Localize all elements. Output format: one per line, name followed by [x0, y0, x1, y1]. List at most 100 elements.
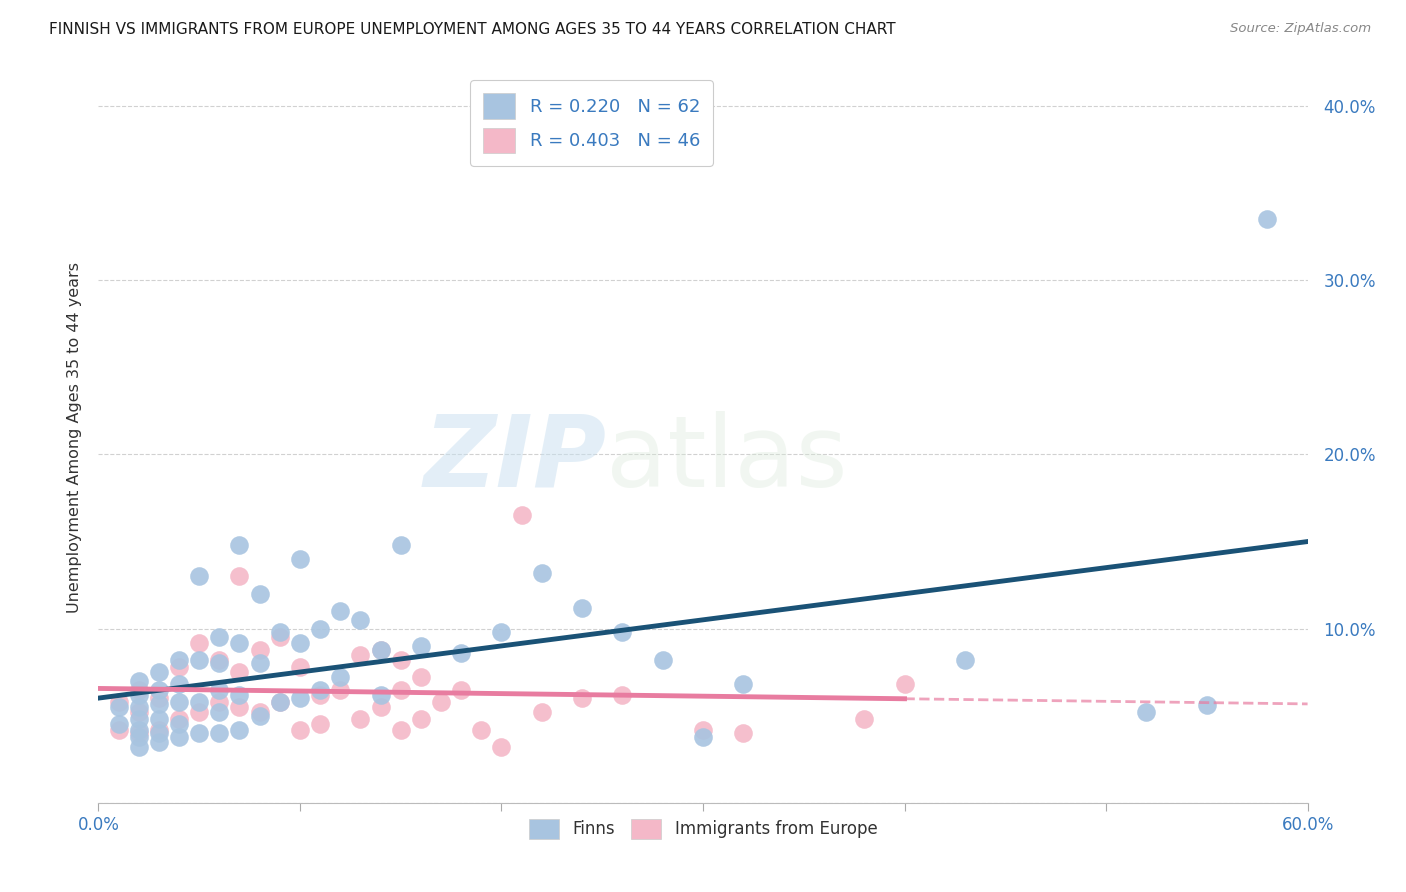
- Point: [510, 508, 533, 523]
- Point: [148, 697, 170, 711]
- Point: [167, 730, 190, 744]
- Point: [692, 723, 714, 737]
- Point: [228, 700, 250, 714]
- Point: [530, 566, 553, 580]
- Point: [409, 670, 432, 684]
- Point: [309, 622, 332, 636]
- Point: [409, 639, 432, 653]
- Point: [148, 665, 170, 680]
- Point: [288, 723, 311, 737]
- Point: [228, 569, 250, 583]
- Point: [208, 726, 231, 740]
- Point: [733, 677, 755, 691]
- Point: [389, 723, 412, 737]
- Text: FINNISH VS IMMIGRANTS FROM EUROPE UNEMPLOYMENT AMONG AGES 35 TO 44 YEARS CORRELA: FINNISH VS IMMIGRANTS FROM EUROPE UNEMPL…: [49, 22, 896, 37]
- Point: [107, 723, 129, 737]
- Point: [269, 625, 291, 640]
- Point: [188, 705, 211, 719]
- Point: [128, 723, 150, 737]
- Point: [148, 723, 170, 737]
- Point: [269, 695, 291, 709]
- Point: [167, 717, 190, 731]
- Point: [228, 635, 250, 649]
- Text: ZIP: ZIP: [423, 410, 606, 508]
- Point: [370, 642, 392, 657]
- Point: [309, 688, 332, 702]
- Point: [269, 631, 291, 645]
- Point: [733, 726, 755, 740]
- Point: [409, 712, 432, 726]
- Y-axis label: Unemployment Among Ages 35 to 44 years: Unemployment Among Ages 35 to 44 years: [66, 261, 82, 613]
- Point: [349, 712, 371, 726]
- Point: [470, 723, 492, 737]
- Point: [208, 705, 231, 719]
- Point: [148, 712, 170, 726]
- Point: [249, 642, 271, 657]
- Point: [188, 569, 211, 583]
- Point: [208, 653, 231, 667]
- Point: [491, 625, 513, 640]
- Point: [430, 695, 453, 709]
- Point: [329, 670, 352, 684]
- Point: [349, 648, 371, 662]
- Point: [893, 677, 915, 691]
- Point: [370, 642, 392, 657]
- Point: [853, 712, 876, 726]
- Point: [288, 635, 311, 649]
- Point: [288, 691, 311, 706]
- Point: [288, 660, 311, 674]
- Point: [309, 682, 332, 697]
- Point: [188, 695, 211, 709]
- Point: [128, 673, 150, 688]
- Point: [249, 708, 271, 723]
- Legend: Finns, Immigrants from Europe: Finns, Immigrants from Europe: [522, 812, 884, 846]
- Point: [249, 705, 271, 719]
- Point: [309, 717, 332, 731]
- Point: [450, 682, 472, 697]
- Point: [329, 682, 352, 697]
- Point: [188, 653, 211, 667]
- Point: [288, 552, 311, 566]
- Point: [128, 682, 150, 697]
- Point: [148, 691, 170, 706]
- Point: [389, 653, 412, 667]
- Point: [107, 717, 129, 731]
- Point: [1195, 698, 1218, 713]
- Point: [530, 705, 553, 719]
- Point: [167, 660, 190, 674]
- Point: [1256, 212, 1278, 227]
- Point: [167, 712, 190, 726]
- Point: [571, 600, 593, 615]
- Point: [349, 613, 371, 627]
- Point: [188, 635, 211, 649]
- Point: [128, 730, 150, 744]
- Point: [208, 682, 231, 697]
- Point: [571, 691, 593, 706]
- Point: [228, 665, 250, 680]
- Point: [128, 726, 150, 740]
- Point: [612, 688, 634, 702]
- Point: [370, 700, 392, 714]
- Point: [148, 682, 170, 697]
- Text: atlas: atlas: [606, 410, 848, 508]
- Point: [167, 677, 190, 691]
- Point: [128, 712, 150, 726]
- Point: [491, 740, 513, 755]
- Point: [188, 726, 211, 740]
- Point: [953, 653, 976, 667]
- Point: [249, 657, 271, 671]
- Point: [249, 587, 271, 601]
- Point: [107, 695, 129, 709]
- Point: [1135, 705, 1157, 719]
- Point: [128, 700, 150, 714]
- Point: [329, 604, 352, 618]
- Point: [128, 740, 150, 755]
- Point: [208, 695, 231, 709]
- Point: [269, 695, 291, 709]
- Point: [148, 726, 170, 740]
- Point: [692, 730, 714, 744]
- Point: [228, 538, 250, 552]
- Point: [167, 695, 190, 709]
- Point: [128, 688, 150, 702]
- Text: Source: ZipAtlas.com: Source: ZipAtlas.com: [1230, 22, 1371, 36]
